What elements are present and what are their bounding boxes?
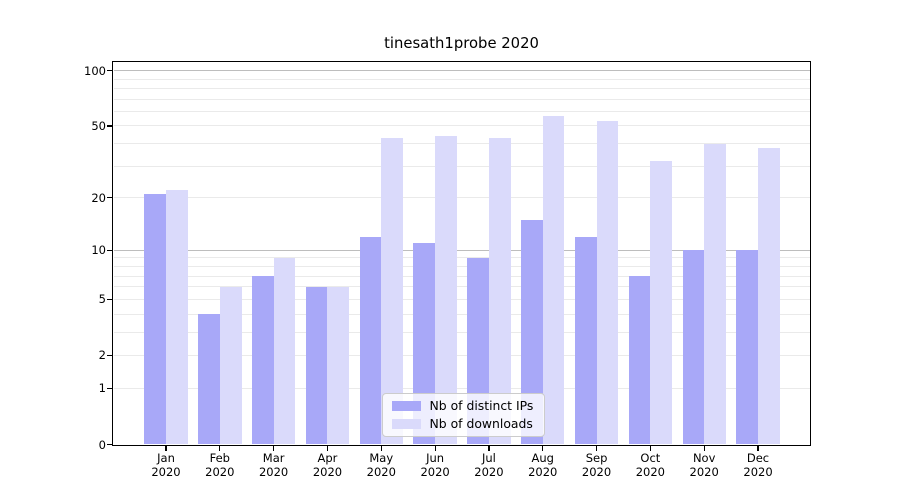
x-tick (326, 446, 329, 451)
bar-distinct-ips-oct (628, 276, 651, 445)
minor-gridline (113, 125, 810, 127)
minor-gridline (113, 87, 810, 89)
minor-gridline (113, 110, 810, 112)
legend-label-downloads: Nb of downloads (429, 416, 533, 431)
x-tick-label: Aug 2020 (528, 451, 558, 479)
x-tick-label: May 2020 (366, 451, 396, 479)
y-tick (107, 70, 112, 72)
bar-downloads-may (381, 137, 403, 445)
y-tick (107, 387, 112, 389)
plot-area (112, 61, 811, 446)
x-tick-label: Oct 2020 (635, 451, 666, 479)
minor-gridline (113, 143, 810, 145)
x-tick (488, 446, 490, 451)
legend-swatch-distinct-ips (392, 401, 421, 411)
y-tick (107, 125, 112, 127)
x-tick (757, 446, 759, 451)
bar-distinct-ips-aug (521, 219, 543, 445)
bar-downloads-sep (596, 121, 619, 445)
y-tick (107, 249, 112, 251)
x-tick (703, 446, 705, 451)
y-tick (107, 298, 112, 300)
legend-swatch-downloads (392, 419, 421, 429)
minor-gridline (113, 197, 810, 199)
x-tick (380, 446, 382, 451)
x-tick-label: Jun 2020 (420, 451, 450, 479)
x-tick-label: Dec 2020 (743, 451, 773, 479)
bar-distinct-ips-dec (736, 250, 758, 445)
minor-gridline (113, 165, 810, 167)
x-tick-label: Feb 2020 (205, 451, 235, 479)
legend: Nb of distinct IPs Nb of downloads (382, 393, 545, 437)
legend-item-downloads: Nb of downloads (392, 417, 535, 431)
x-tick (434, 446, 436, 451)
bar-downloads-dec (758, 147, 780, 445)
y-tick-label: 1 (98, 381, 106, 396)
minor-gridline (113, 298, 810, 300)
y-tick-label: 100 (84, 63, 106, 78)
y-tick-label: 0 (98, 437, 106, 452)
bar-downloads-nov (704, 143, 726, 445)
bar-distinct-ips-feb (198, 314, 220, 445)
minor-gridline (113, 275, 810, 277)
x-tick (542, 446, 544, 451)
minor-gridline (113, 387, 810, 389)
x-tick (165, 446, 167, 451)
minor-gridline (113, 354, 810, 356)
x-tick-label: Apr 2020 (312, 451, 343, 479)
chart-title: tinesath1probe 2020 (384, 35, 539, 52)
y-tick-label: 5 (98, 292, 106, 307)
x-tick (273, 446, 275, 451)
x-tick-label: Nov 2020 (689, 451, 719, 479)
minor-gridline (113, 98, 810, 100)
bar-downloads-oct (650, 161, 673, 445)
bar-distinct-ips-may (359, 236, 382, 445)
x-tick (649, 446, 651, 451)
legend-label-distinct-ips: Nb of distinct IPs (429, 398, 534, 413)
bar-distinct-ips-nov (682, 250, 705, 445)
x-tick (595, 446, 598, 451)
minor-gridline (113, 78, 810, 80)
minor-gridline (113, 313, 810, 315)
bar-distinct-ips-apr (305, 286, 328, 445)
x-tick-label: Jul 2020 (474, 451, 504, 479)
bar-downloads-apr (327, 286, 350, 445)
bar-distinct-ips-mar (251, 276, 274, 445)
y-tick (107, 354, 112, 357)
bar-distinct-ips-sep (574, 236, 597, 445)
major-gridline (113, 249, 810, 251)
x-tick-label: Mar 2020 (258, 451, 289, 479)
y-tick-label: 10 (91, 243, 106, 258)
minor-gridline (113, 257, 810, 259)
x-tick (219, 446, 221, 451)
bar-downloads-mar (273, 257, 296, 445)
y-tick-label: 50 (91, 118, 106, 133)
y-tick-label: 2 (98, 348, 106, 363)
y-tick (107, 443, 112, 446)
minor-gridline (113, 286, 810, 288)
major-gridline (113, 70, 810, 72)
minor-gridline (113, 331, 810, 333)
x-tick-label: Jan 2020 (151, 451, 181, 479)
y-tick (107, 197, 112, 199)
legend-item-distinct-ips: Nb of distinct IPs (392, 399, 535, 413)
bar-distinct-ips-jan (144, 194, 166, 445)
bar-downloads-jan (166, 190, 188, 445)
bar-downloads-feb (219, 286, 242, 445)
minor-gridline (113, 265, 810, 267)
bar-downloads-jun (435, 136, 457, 445)
y-tick-label: 20 (91, 190, 106, 205)
bar-downloads-jul (488, 137, 511, 445)
bar-downloads-aug (542, 115, 565, 445)
x-tick-label: Sep 2020 (581, 451, 612, 479)
